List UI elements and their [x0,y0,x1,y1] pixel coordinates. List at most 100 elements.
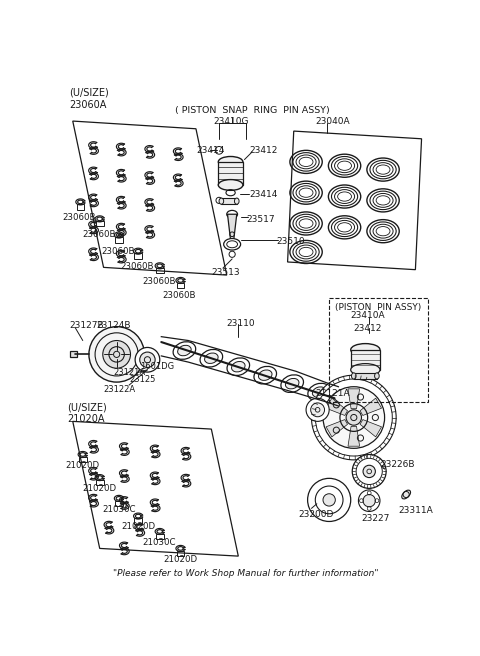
Ellipse shape [312,387,326,398]
Bar [79,457,86,462]
Bar [115,237,123,243]
Text: 23510: 23510 [277,237,305,245]
Bar [177,283,184,288]
Text: 23110: 23110 [227,319,255,328]
Ellipse shape [308,383,330,401]
Bar [96,480,104,485]
Text: 23410A: 23410A [350,311,384,320]
Polygon shape [351,350,380,370]
Circle shape [140,352,155,367]
Polygon shape [228,215,237,240]
Polygon shape [348,426,360,446]
Polygon shape [73,421,238,556]
Text: 23040A: 23040A [315,117,350,126]
Polygon shape [360,420,382,437]
Polygon shape [326,398,348,415]
Text: 21030C: 21030C [143,538,176,546]
Text: 23227: 23227 [361,514,390,523]
Text: 23226B: 23226B [381,460,415,469]
Ellipse shape [351,344,380,356]
Ellipse shape [402,490,410,499]
Bar [177,550,184,556]
Text: 1601DG: 1601DG [141,362,175,371]
Polygon shape [288,131,421,270]
Bar [221,198,237,204]
Circle shape [306,398,329,421]
Bar [115,501,123,506]
Ellipse shape [224,239,240,250]
Polygon shape [326,420,348,437]
Circle shape [311,403,324,417]
Bar [329,298,428,402]
Text: 23412: 23412 [354,323,382,333]
Circle shape [363,495,375,507]
Ellipse shape [351,363,380,376]
Text: ( PISTON  SNAP  RING  PIN ASSY): ( PISTON SNAP RING PIN ASSY) [175,106,330,115]
Text: 23414: 23414 [250,190,278,199]
Ellipse shape [374,373,379,379]
Bar [134,253,142,259]
Text: 21030C: 21030C [102,504,135,514]
Ellipse shape [178,345,191,356]
Ellipse shape [259,370,272,380]
Polygon shape [360,398,382,415]
Ellipse shape [234,198,239,204]
Text: 21020D: 21020D [164,554,198,564]
Polygon shape [348,389,360,409]
Ellipse shape [231,361,245,372]
Text: 23414: 23414 [196,146,224,155]
Polygon shape [73,121,227,275]
Text: (U/SIZE)
21020A: (U/SIZE) 21020A [67,402,107,424]
Circle shape [363,465,375,478]
Text: 23121A: 23121A [114,368,146,377]
Text: 23060B: 23060B [101,247,135,256]
Bar [156,534,164,539]
Circle shape [89,327,144,382]
Circle shape [323,494,336,506]
Text: 23060B: 23060B [82,230,116,239]
Ellipse shape [200,350,223,367]
Circle shape [346,410,361,425]
Text: 23060B: 23060B [142,277,176,285]
Text: 21121A: 21121A [315,389,350,398]
Text: 21020D: 21020D [83,483,117,493]
Text: 23412: 23412 [250,146,278,155]
Text: 23125: 23125 [129,375,156,384]
Ellipse shape [227,211,238,218]
Bar [354,373,377,379]
Ellipse shape [218,157,243,167]
Circle shape [312,375,396,460]
Circle shape [352,455,386,488]
Ellipse shape [286,379,299,389]
Text: 23311A: 23311A [398,506,433,515]
Circle shape [359,490,380,512]
Bar [134,518,142,523]
Text: 23513: 23513 [211,268,240,277]
Text: (PISTON  PIN ASSY): (PISTON PIN ASSY) [335,303,421,312]
Ellipse shape [219,198,224,204]
Circle shape [135,348,160,372]
Text: 23124B: 23124B [96,321,131,330]
Text: "Please refer to Work Shop Manual for further information": "Please refer to Work Shop Manual for fu… [113,569,379,578]
Circle shape [323,387,384,448]
Circle shape [308,478,351,522]
Text: 21020D: 21020D [66,461,100,470]
Ellipse shape [281,375,303,392]
Text: 23060B: 23060B [120,262,154,271]
Ellipse shape [218,180,243,190]
Ellipse shape [204,353,218,363]
Ellipse shape [173,342,196,359]
Ellipse shape [254,366,276,384]
Text: 23410G: 23410G [214,117,249,126]
Text: 23517: 23517 [246,215,275,224]
Ellipse shape [351,373,356,379]
Ellipse shape [227,358,250,375]
Bar [71,352,77,358]
Text: 23127B: 23127B [69,321,104,330]
Circle shape [103,340,131,368]
Bar [96,221,104,226]
Bar [77,204,84,209]
Polygon shape [218,162,243,185]
Text: 23060B: 23060B [163,291,196,300]
Text: (U/SIZE)
23060A: (U/SIZE) 23060A [69,88,108,110]
